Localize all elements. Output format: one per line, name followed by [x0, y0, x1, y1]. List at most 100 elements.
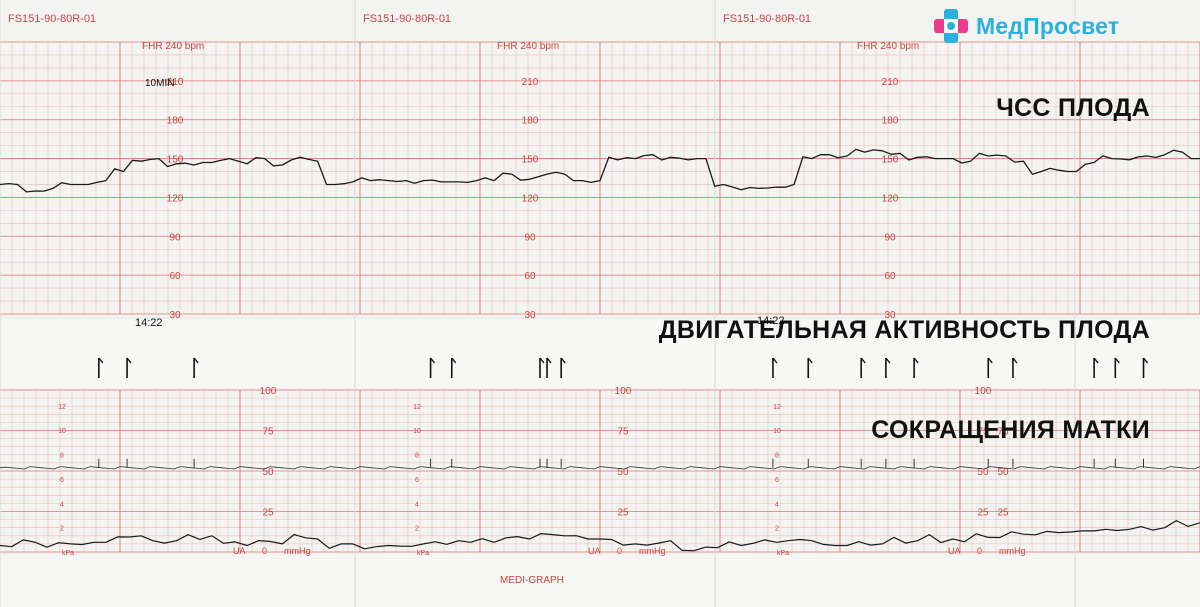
ua-trace: [0, 520, 1200, 552]
ua-zero-label: 0: [617, 546, 622, 556]
brand-logo: МедПросвет: [932, 6, 1119, 46]
fhr-tick-label: 90: [524, 232, 536, 243]
fhr-tick-label: 30: [524, 310, 536, 321]
movement-mark-flag: [1142, 357, 1149, 364]
fhr-header-label: FHR 240 bpm: [142, 41, 204, 52]
movement-profile-trace: [0, 466, 1200, 470]
fhr-tick-label: 120: [167, 193, 184, 204]
ua-tick-label: 75: [977, 427, 989, 438]
fhr-tick-label: 30: [169, 310, 181, 321]
footer-band: [0, 556, 1200, 607]
ua-tick-label: 75: [997, 427, 1009, 438]
ua-tick-label: 100: [260, 386, 277, 397]
kpa-unit-label: kPa: [62, 550, 74, 557]
fhr-tick-label: 180: [522, 116, 539, 127]
kpa-tick-label: 10: [413, 428, 421, 435]
kpa-unit-label: kPa: [777, 550, 789, 557]
traces: [0, 148, 1200, 552]
movement-mark-flag: [987, 357, 993, 364]
movement-band: [0, 318, 1200, 388]
fhr-tick-label: 210: [522, 77, 539, 88]
ua-tick-label: 25: [262, 508, 274, 519]
movement-mark-flag: [539, 357, 545, 364]
fhr-tick-label: 120: [882, 193, 899, 204]
ua-tick-label: 100: [615, 386, 632, 397]
ua-tick-label: 50: [262, 467, 274, 478]
ua-unit-label: mmHg: [284, 546, 311, 556]
fhr-tick-label: 30: [884, 310, 896, 321]
paper-id-label: FS151-90-80R-01: [363, 13, 451, 25]
ua-tick-label: 50: [997, 467, 1009, 478]
movement-mark-flag: [560, 357, 566, 364]
fhr-header-label: FHR 240 bpm: [497, 41, 559, 52]
paper-id-label: FS151-90-80R-01: [8, 13, 96, 25]
ua-zero-label: 0: [262, 546, 267, 556]
kpa-tick-label: 6: [415, 477, 419, 484]
kpa-tick-label: 12: [413, 404, 421, 411]
ua-tick-label: 25: [977, 508, 989, 519]
kpa-tick-label: 4: [60, 501, 64, 508]
kpa-tick-label: 10: [773, 428, 781, 435]
movement-marks: [98, 357, 1149, 468]
paper-id-label: FS151-90-80R-01: [723, 13, 811, 25]
movement-mark-flag: [98, 357, 104, 364]
movement-mark-flag: [451, 357, 457, 364]
movement-mark-flag: [1114, 357, 1120, 364]
kpa-tick-label: 2: [775, 526, 779, 533]
movement-mark-flag: [430, 357, 436, 364]
fhr-tick-label: 90: [884, 232, 896, 243]
fhr-tick-label: 60: [169, 271, 181, 282]
kpa-tick-label: 10: [58, 428, 66, 435]
kpa-tick-label: 4: [415, 501, 419, 508]
ua-tick-label: 100: [975, 386, 992, 397]
ua-tick-label: 25: [997, 508, 1009, 519]
kpa-tick-label: 4: [775, 501, 779, 508]
brand-name: МедПросвет: [976, 12, 1120, 39]
ua-tick-label: 75: [617, 427, 629, 438]
fhr-tick-label: 60: [524, 271, 536, 282]
kpa-tick-label: 6: [60, 477, 64, 484]
ua-axis-label: UA: [233, 546, 246, 556]
kpa-tick-label: 8: [775, 453, 779, 460]
ua-zero-label: 0: [977, 546, 982, 556]
ua-tick-label: 75: [262, 427, 274, 438]
ua-tick-label: 50: [617, 467, 629, 478]
ua-axis-label: UA: [588, 546, 601, 556]
movement-mark-flag: [1012, 357, 1018, 364]
fhr-tick-label: 120: [522, 193, 539, 204]
kpa-tick-label: 8: [60, 453, 64, 460]
kpa-tick-label: 12: [773, 404, 781, 411]
fhr-tick-label: 150: [167, 155, 184, 166]
fhr-header-label: FHR 240 bpm: [857, 41, 919, 52]
movement-mark-flag: [913, 357, 919, 364]
annotation-contractions: СОКРАЩЕНИЯ МАТКИ: [871, 416, 1150, 444]
movement-mark-flag: [546, 357, 552, 364]
fhr-tick-label: 210: [882, 77, 899, 88]
kpa-tick-label: 2: [415, 526, 419, 533]
ua-unit-label: mmHg: [999, 546, 1026, 556]
time-mark: 14:22: [757, 315, 785, 327]
ua-tick-label: 25: [617, 508, 629, 519]
ua-tick-label: 50: [977, 467, 989, 478]
brand-cross-icon: [934, 9, 968, 43]
speed-note: 10MIN: [145, 78, 174, 89]
kpa-tick-label: 2: [60, 526, 64, 533]
movement-mark-flag: [126, 357, 132, 364]
kpa-tick-label: 6: [775, 477, 779, 484]
fhr-tick-label: 180: [882, 116, 899, 127]
kpa-unit-label: kPa: [417, 550, 429, 557]
movement-mark-flag: [807, 357, 813, 364]
fhr-tick-label: 210: [167, 77, 184, 88]
fhr-tick-label: 90: [169, 232, 181, 243]
fhr-tick-label: 150: [522, 155, 539, 166]
ua-axis-label: UA: [948, 546, 961, 556]
ua-unit-label: mmHg: [639, 546, 666, 556]
movement-mark-flag: [772, 357, 778, 364]
movement-mark-flag: [193, 357, 199, 364]
kpa-tick-label: 8: [415, 453, 419, 460]
annotation-movement: ДВИГАТЕЛЬНАЯ АКТИВНОСТЬ ПЛОДА: [658, 316, 1150, 344]
kpa-tick-label: 12: [58, 404, 66, 411]
